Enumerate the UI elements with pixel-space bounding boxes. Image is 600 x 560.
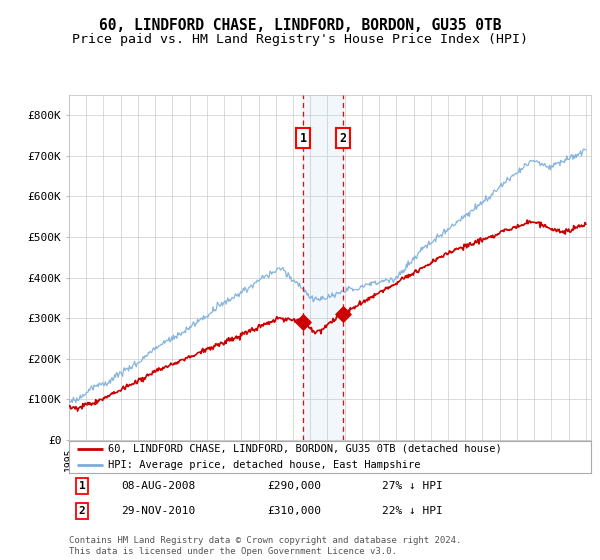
Text: £290,000: £290,000 bbox=[268, 481, 322, 491]
Text: 1: 1 bbox=[300, 132, 307, 144]
Text: 60, LINDFORD CHASE, LINDFORD, BORDON, GU35 0TB (detached house): 60, LINDFORD CHASE, LINDFORD, BORDON, GU… bbox=[108, 444, 502, 454]
Text: Price paid vs. HM Land Registry's House Price Index (HPI): Price paid vs. HM Land Registry's House … bbox=[72, 32, 528, 46]
Text: 22% ↓ HPI: 22% ↓ HPI bbox=[382, 506, 443, 516]
Text: 27% ↓ HPI: 27% ↓ HPI bbox=[382, 481, 443, 491]
Text: Contains HM Land Registry data © Crown copyright and database right 2024.
This d: Contains HM Land Registry data © Crown c… bbox=[69, 536, 461, 556]
Text: 2: 2 bbox=[79, 506, 85, 516]
Text: 2: 2 bbox=[340, 132, 347, 144]
Point bbox=[298, 318, 308, 326]
Text: HPI: Average price, detached house, East Hampshire: HPI: Average price, detached house, East… bbox=[108, 460, 421, 470]
Text: 29-NOV-2010: 29-NOV-2010 bbox=[121, 506, 196, 516]
Point bbox=[338, 310, 348, 319]
Text: 08-AUG-2008: 08-AUG-2008 bbox=[121, 481, 196, 491]
Text: £310,000: £310,000 bbox=[268, 506, 322, 516]
Text: 60, LINDFORD CHASE, LINDFORD, BORDON, GU35 0TB: 60, LINDFORD CHASE, LINDFORD, BORDON, GU… bbox=[99, 18, 501, 32]
Text: 1: 1 bbox=[79, 481, 85, 491]
Bar bbox=[303, 95, 343, 440]
